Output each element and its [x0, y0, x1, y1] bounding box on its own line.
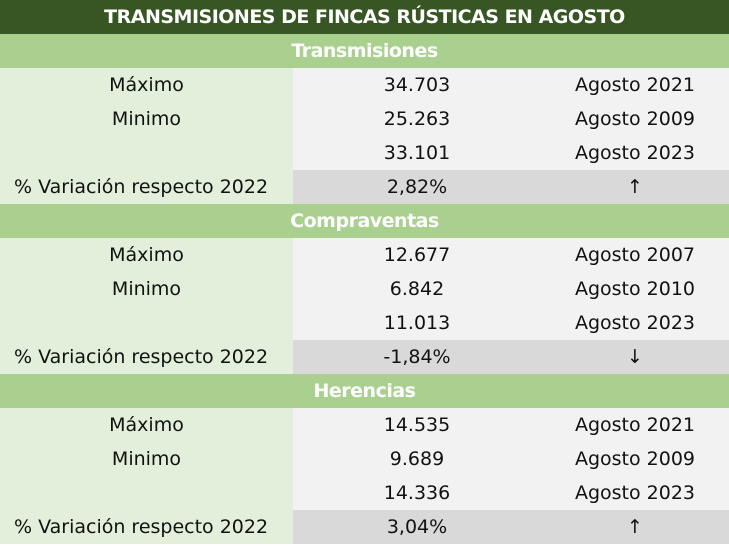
table-row: Máximo 12.677 Agosto 2007: [0, 238, 729, 272]
row-label: Minimo: [0, 272, 293, 306]
variation-row: % Variación respecto 2022 -1,84% ↓: [0, 340, 729, 374]
row-period: Agosto 2007: [541, 238, 729, 272]
row-period: Agosto 2010: [541, 272, 729, 306]
table-title: TRANSMISIONES DE FINCAS RÚSTICAS EN AGOS…: [0, 0, 729, 34]
row-label: % Variación respecto 2022: [0, 340, 293, 374]
row-label: Máximo: [0, 238, 293, 272]
section-header-compraventas: Compraventas: [0, 204, 729, 238]
trend-arrow-icon: ↓: [541, 340, 729, 374]
row-label: Máximo: [0, 68, 293, 102]
row-period: Agosto 2021: [541, 408, 729, 442]
row-period: Agosto 2023: [541, 306, 729, 340]
row-period: Agosto 2009: [541, 442, 729, 476]
table-row: Minimo 25.263 Agosto 2009: [0, 102, 729, 136]
row-value: 11.013: [293, 306, 541, 340]
table-row: 33.101 Agosto 2023: [0, 136, 729, 170]
trend-arrow-icon: ↑: [541, 510, 729, 544]
row-label: [0, 306, 293, 340]
table-row: Máximo 34.703 Agosto 2021: [0, 68, 729, 102]
data-table: Transmisiones Máximo 34.703 Agosto 2021 Mini…: [0, 34, 729, 544]
row-value: -1,84%: [293, 340, 541, 374]
row-value: 14.535: [293, 408, 541, 442]
section-header-transmisiones: Transmisiones: [0, 34, 729, 68]
section-header-herencias: Herencias: [0, 374, 729, 408]
table-row: Máximo 14.535 Agosto 2021: [0, 408, 729, 442]
row-value: 3,04%: [293, 510, 541, 544]
trend-arrow-icon: ↑: [541, 170, 729, 204]
table-row: Minimo 9.689 Agosto 2009: [0, 442, 729, 476]
row-value: 2,82%: [293, 170, 541, 204]
row-value: 33.101: [293, 136, 541, 170]
row-period: Agosto 2021: [541, 68, 729, 102]
row-value: 9.689: [293, 442, 541, 476]
row-label: [0, 476, 293, 510]
row-label: [0, 136, 293, 170]
row-label: % Variación respecto 2022: [0, 170, 293, 204]
row-label: Minimo: [0, 442, 293, 476]
row-value: 6.842: [293, 272, 541, 306]
table-row: 11.013 Agosto 2023: [0, 306, 729, 340]
row-value: 25.263: [293, 102, 541, 136]
variation-row: % Variación respecto 2022 3,04% ↑: [0, 510, 729, 544]
row-label: Máximo: [0, 408, 293, 442]
row-label: % Variación respecto 2022: [0, 510, 293, 544]
row-value: 34.703: [293, 68, 541, 102]
row-period: Agosto 2009: [541, 102, 729, 136]
row-label: Minimo: [0, 102, 293, 136]
row-value: 12.677: [293, 238, 541, 272]
table-row: 14.336 Agosto 2023: [0, 476, 729, 510]
variation-row: % Variación respecto 2022 2,82% ↑: [0, 170, 729, 204]
row-period: Agosto 2023: [541, 476, 729, 510]
row-value: 14.336: [293, 476, 541, 510]
row-period: Agosto 2023: [541, 136, 729, 170]
table-row: Minimo 6.842 Agosto 2010: [0, 272, 729, 306]
